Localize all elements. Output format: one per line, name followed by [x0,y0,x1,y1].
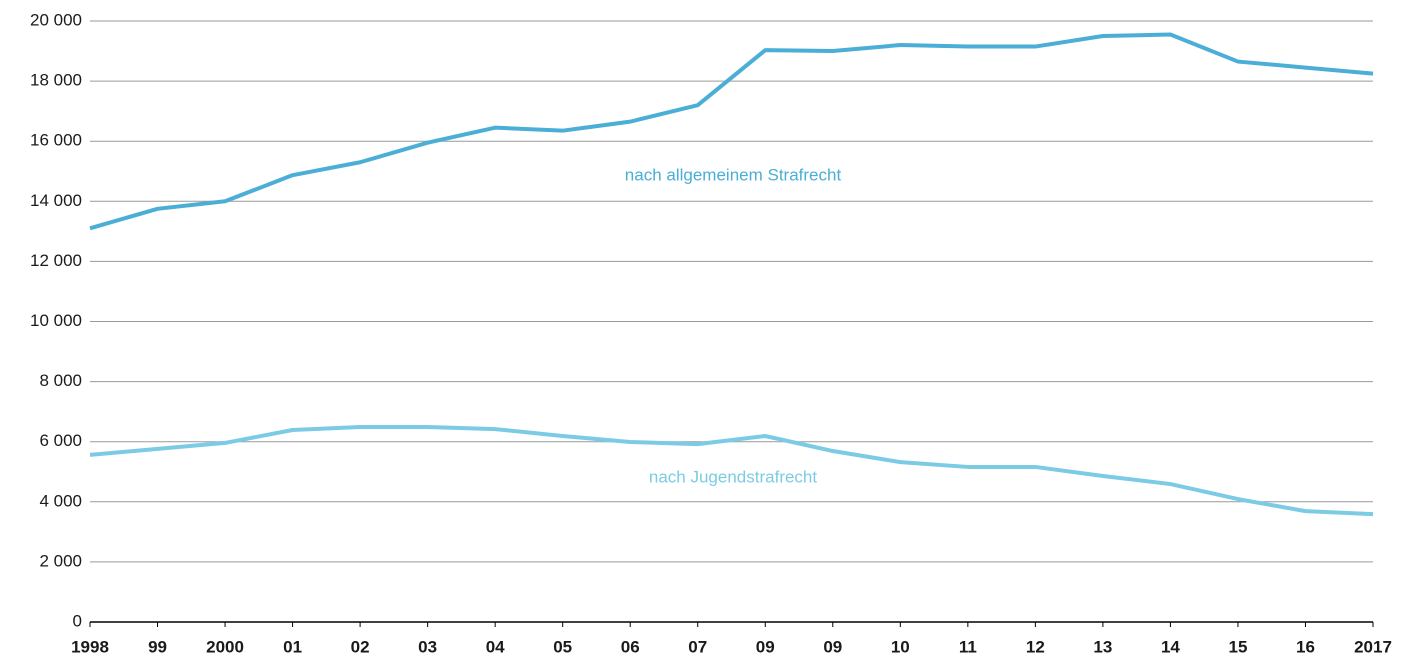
y-tick-label: 12 000 [30,251,82,270]
y-tick-label: 8 000 [39,371,82,390]
x-tick-label: 2000 [206,637,244,656]
x-tick-label: 03 [418,637,437,656]
x-tick-label: 09 [823,637,842,656]
x-tick-label: 12 [1026,637,1045,656]
y-tick-label: 0 [73,611,82,630]
x-tick-label: 01 [283,637,302,656]
y-tick-label: 6 000 [39,431,82,450]
y-tick-label: 18 000 [30,71,82,90]
x-tick-label: 14 [1161,637,1180,656]
data-line [89,424,1374,517]
y-tick-label: 4 000 [39,491,82,510]
series-label: nach allgemeinem Strafrecht [625,165,842,184]
x-tick-label: 02 [351,637,370,656]
x-tick-label: 16 [1296,637,1315,656]
y-tick-label: 2 000 [39,551,82,570]
x-tick-label: 99 [148,637,167,656]
x-tick-label: 06 [621,637,640,656]
x-tick-label: 2017 [1354,637,1392,656]
y-tick-label: 16 000 [30,131,82,150]
x-tick-label: 11 [959,637,977,656]
x-tick-label: 13 [1093,637,1112,656]
series-label: nach Jugendstrafrecht [649,467,817,486]
x-tick-label: 1998 [71,637,109,656]
x-tick-label: 07 [688,637,707,656]
x-tick-label: 05 [553,637,572,656]
x-tick-label: 10 [891,637,910,656]
x-tick-label: 09 [756,637,775,656]
x-tick-label: 04 [486,637,505,656]
y-tick-label: 10 000 [30,311,82,330]
y-tick-label: 20 000 [30,10,82,29]
data-line [89,32,1374,231]
y-tick-label: 14 000 [30,191,82,210]
x-tick-label: 15 [1228,637,1247,656]
